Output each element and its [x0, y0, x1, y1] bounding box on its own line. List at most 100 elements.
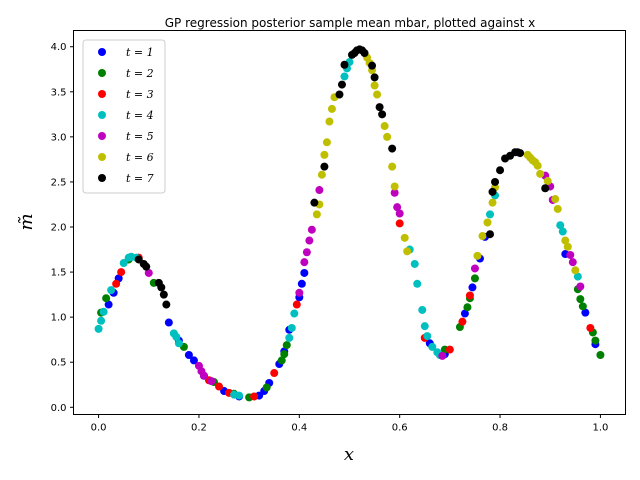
data-point-t6-35	[571, 266, 580, 275]
legend-marker-t6	[98, 153, 106, 161]
data-point-t5-7	[302, 248, 311, 257]
data-point-t4-9	[172, 332, 181, 341]
y-axis-label: m̃	[16, 213, 37, 230]
data-point-t6-5	[325, 117, 334, 126]
legend-label-t1: t = 1	[126, 46, 154, 59]
data-point-t7-20	[375, 103, 384, 112]
legend-label-t5: t = 5	[126, 130, 154, 143]
data-point-t7-18	[368, 61, 377, 70]
data-point-t6-21	[483, 218, 492, 227]
data-point-t5-8	[305, 236, 314, 245]
data-point-t3-0	[112, 279, 121, 288]
legend-marker-t4	[98, 111, 106, 119]
data-point-t1-22	[468, 283, 477, 292]
data-point-t4-0	[94, 324, 103, 333]
data-point-t7-7	[310, 198, 319, 207]
data-point-t2-22	[596, 351, 605, 360]
data-point-t7-2	[142, 262, 151, 271]
x-tick-label-1: 0.2	[191, 423, 207, 434]
data-point-t7-11	[340, 60, 349, 69]
data-point-t7-22	[388, 144, 397, 153]
points-layer	[94, 45, 605, 402]
data-point-t7-32	[541, 184, 550, 193]
data-point-t3-11	[445, 345, 454, 354]
data-point-t5-3	[199, 371, 208, 380]
data-point-t1-0	[104, 300, 113, 309]
y-tick-label-6: 3.0	[51, 132, 67, 143]
y-axis-ticks: 0.0 0.5 1.0 1.5 2.0 2.5 3.0 3.5 4.0	[51, 42, 74, 414]
data-point-t6-22	[488, 198, 497, 207]
legend-marker-t2	[98, 69, 106, 77]
data-point-t2-16	[470, 274, 479, 283]
data-point-t3-7	[270, 369, 279, 378]
data-point-t6-29	[536, 169, 545, 178]
data-point-t6-11	[370, 81, 379, 90]
data-point-t4-31	[558, 227, 567, 236]
data-point-t6-18	[403, 247, 412, 256]
data-point-t7-8	[320, 162, 329, 171]
data-point-t7-5	[159, 290, 168, 299]
data-point-t3-4	[215, 382, 224, 391]
data-point-t5-15	[470, 264, 479, 273]
data-point-t4-4	[119, 259, 128, 268]
data-point-t6-14	[383, 132, 392, 141]
data-point-t6-30	[543, 177, 552, 186]
data-point-t5-5	[295, 288, 304, 297]
legend: t = 1 t = 2 t = 3 t = 4 t = 5 t = 6 t = 7	[82, 39, 166, 194]
data-point-t6-32	[553, 204, 562, 213]
data-point-t5-9	[307, 225, 316, 234]
data-point-t7-17	[360, 49, 369, 58]
data-point-t6-19	[473, 251, 482, 260]
data-point-t6-31	[551, 195, 560, 204]
data-point-t1-18	[300, 268, 309, 277]
data-point-t4-23	[420, 322, 429, 331]
data-point-t4-13	[285, 333, 294, 342]
data-point-t6-15	[388, 162, 397, 171]
data-point-t7-25	[491, 177, 500, 186]
data-point-t7-24	[488, 187, 497, 196]
data-point-t4-21	[413, 279, 422, 288]
data-point-t2-8	[262, 383, 271, 392]
x-tick-label-0: 0.0	[91, 423, 107, 434]
data-point-t5-10	[315, 186, 324, 195]
data-point-t6-4	[322, 138, 331, 147]
x-tick-label-2: 0.4	[291, 423, 307, 434]
legend-label-t4: t = 4	[126, 109, 154, 122]
data-point-t1-6	[189, 356, 198, 365]
data-point-t7-19	[370, 73, 379, 82]
data-point-t6-16	[390, 182, 399, 191]
data-point-t6-17	[400, 233, 409, 242]
y-tick-label-5: 2.5	[51, 177, 67, 188]
data-point-t4-22	[418, 305, 427, 314]
data-point-t2-9	[277, 356, 286, 365]
legend-marker-t5	[98, 132, 106, 140]
data-point-t6-6	[327, 104, 336, 113]
data-point-t7-21	[378, 110, 387, 119]
data-point-t3-14	[586, 323, 595, 332]
data-point-t6-12	[373, 90, 382, 99]
data-point-t7-31	[516, 149, 525, 158]
data-point-t5-13	[395, 209, 404, 218]
data-point-t5-4	[207, 377, 216, 386]
data-point-t5-19	[566, 250, 575, 259]
legend-marker-t1	[98, 48, 106, 56]
data-point-t7-23	[486, 230, 495, 239]
data-point-t3-13	[465, 291, 474, 300]
data-point-t6-2	[317, 170, 326, 179]
legend-label-t3: t = 3	[126, 88, 154, 101]
data-point-t4-28	[486, 210, 495, 219]
data-point-t6-20	[478, 232, 487, 241]
y-tick-label-1: 0.5	[51, 358, 67, 369]
legend-label-t7: t = 7	[126, 172, 154, 185]
data-point-t4-2	[99, 307, 108, 316]
data-point-t4-30	[556, 221, 565, 230]
plot-frame	[73, 30, 626, 415]
data-point-t4-10	[174, 339, 183, 348]
legend-marker-t7	[98, 174, 106, 182]
legend-label-t6: t = 6	[126, 151, 154, 164]
data-point-t4-15	[290, 309, 299, 318]
y-tick-label-0: 0.0	[51, 403, 67, 414]
data-point-t5-21	[576, 282, 585, 291]
data-point-t4-14	[287, 323, 296, 332]
